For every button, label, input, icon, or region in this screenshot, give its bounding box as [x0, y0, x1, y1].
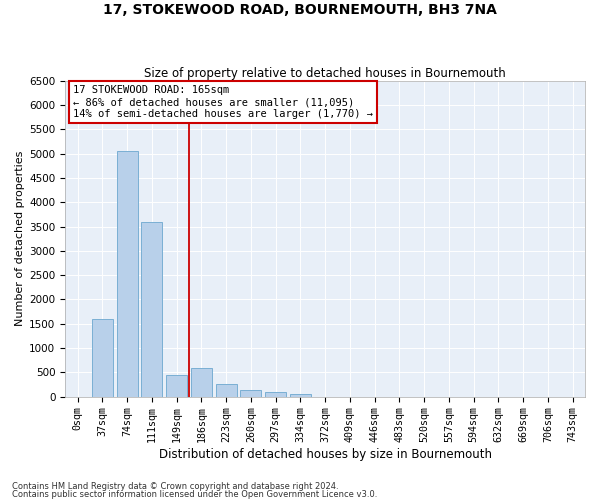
Text: 17, STOKEWOOD ROAD, BOURNEMOUTH, BH3 7NA: 17, STOKEWOOD ROAD, BOURNEMOUTH, BH3 7NA	[103, 2, 497, 16]
Bar	[191, 368, 212, 396]
Bar	[141, 222, 163, 396]
Bar	[265, 392, 286, 396]
Text: Contains HM Land Registry data © Crown copyright and database right 2024.: Contains HM Land Registry data © Crown c…	[12, 482, 338, 491]
Bar	[116, 151, 137, 396]
Text: 17 STOKEWOOD ROAD: 165sqm
← 86% of detached houses are smaller (11,095)
14% of s: 17 STOKEWOOD ROAD: 165sqm ← 86% of detac…	[73, 86, 373, 118]
Bar	[92, 319, 113, 396]
X-axis label: Distribution of detached houses by size in Bournemouth: Distribution of detached houses by size …	[158, 448, 491, 461]
Bar	[240, 390, 262, 396]
Text: Contains public sector information licensed under the Open Government Licence v3: Contains public sector information licen…	[12, 490, 377, 499]
Y-axis label: Number of detached properties: Number of detached properties	[15, 151, 25, 326]
Bar	[166, 375, 187, 396]
Title: Size of property relative to detached houses in Bournemouth: Size of property relative to detached ho…	[144, 66, 506, 80]
Bar	[290, 394, 311, 396]
Bar	[215, 384, 236, 396]
